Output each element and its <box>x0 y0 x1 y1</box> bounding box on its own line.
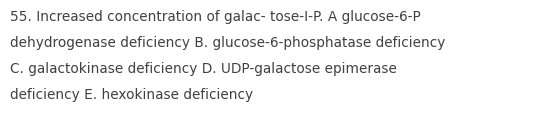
Text: 55. Increased concentration of galac- tose-I-P. A glucose-6-P: 55. Increased concentration of galac- to… <box>10 10 421 24</box>
Text: dehydrogenase deficiency B. glucose-6-phosphatase deficiency: dehydrogenase deficiency B. glucose-6-ph… <box>10 36 445 50</box>
Text: deficiency E. hexokinase deficiency: deficiency E. hexokinase deficiency <box>10 88 253 102</box>
Text: C. galactokinase deficiency D. UDP-galactose epimerase: C. galactokinase deficiency D. UDP-galac… <box>10 62 397 76</box>
